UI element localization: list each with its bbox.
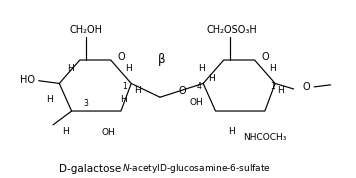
Text: H: H — [229, 127, 235, 135]
Text: $\it{N}$-acetylD-glucosamine-6-sulfate: $\it{N}$-acetylD-glucosamine-6-sulfate — [122, 163, 272, 176]
Text: H: H — [120, 95, 126, 104]
Text: HO: HO — [20, 75, 35, 85]
Text: 4: 4 — [196, 82, 201, 91]
Text: H: H — [198, 64, 204, 74]
Text: 1: 1 — [271, 82, 275, 91]
Text: H: H — [62, 127, 69, 135]
Text: β: β — [158, 54, 166, 67]
Text: H: H — [125, 64, 132, 74]
Text: H: H — [46, 95, 52, 104]
Text: O: O — [179, 86, 187, 96]
Text: NHCOCH₃: NHCOCH₃ — [243, 134, 287, 142]
Text: D-galactose: D-galactose — [59, 164, 121, 174]
Text: H: H — [277, 86, 284, 95]
Text: OH: OH — [102, 128, 115, 137]
Text: H: H — [67, 64, 74, 74]
Text: H: H — [134, 86, 141, 95]
Text: 1: 1 — [122, 82, 127, 91]
Text: O: O — [117, 52, 125, 62]
Text: OH: OH — [189, 98, 203, 107]
Text: 3: 3 — [84, 99, 88, 108]
Text: CH₂OH: CH₂OH — [69, 25, 103, 35]
Text: CH₂OSO₃H: CH₂OSO₃H — [206, 25, 257, 35]
Text: O: O — [261, 52, 269, 62]
Text: H: H — [269, 64, 276, 74]
Text: H: H — [208, 74, 215, 83]
Text: O: O — [302, 82, 310, 92]
